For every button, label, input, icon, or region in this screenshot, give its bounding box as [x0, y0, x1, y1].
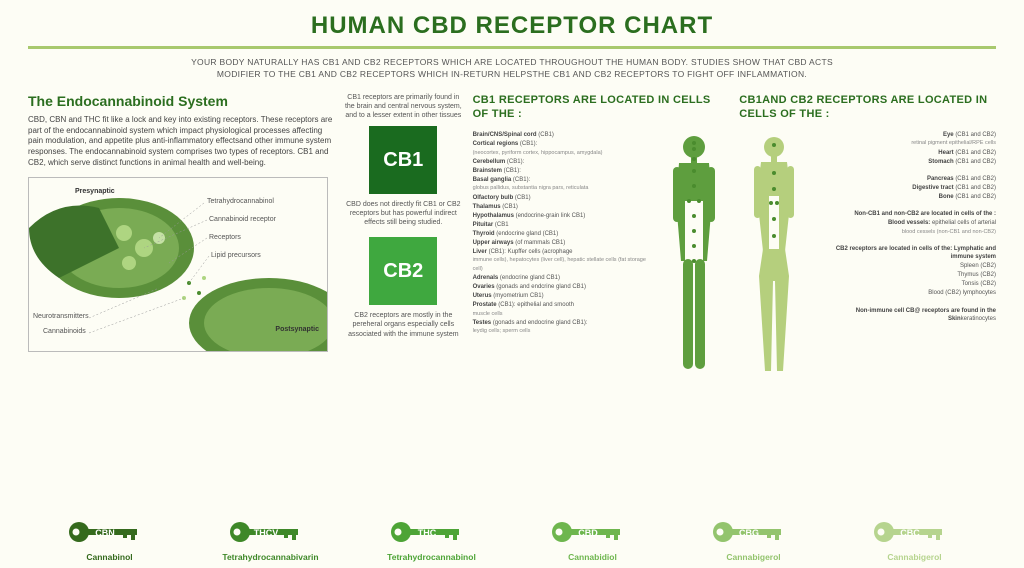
svg-text:THCV: THCV: [253, 528, 278, 538]
label-postsynaptic: Postsynaptic: [275, 326, 319, 333]
location-item: Tonsis (CB2): [813, 280, 996, 288]
key-item: THC Tetrahydrocannabinol: [354, 521, 509, 562]
cb1-box: CB1: [369, 126, 437, 194]
cb1-locations-column: CB1 RECEPTORS ARE LOCATED IN CELLS OF TH…: [473, 93, 730, 517]
label-lipid: Lipid precursors: [211, 252, 261, 259]
key-label: Cannabigerol: [837, 552, 992, 562]
location-item: Hypothalamus (endocrine-grain link CB1): [473, 212, 656, 220]
title-divider: [28, 46, 996, 49]
location-item: Uterus (myometrium CB1): [473, 292, 656, 300]
location-item: Stomach (CB1 and CB2): [813, 158, 996, 166]
key-icon: CBN: [65, 521, 155, 543]
endocannabinoid-column: The Endocannabinoid System CBD, CBN and …: [28, 93, 334, 517]
location-item: Blood (CB2) lymphocytes: [813, 289, 996, 297]
key-item: CBD Cannabidiol: [515, 521, 670, 562]
cb1-desc: CBD does not directly fit CB1 or CB2 rec…: [344, 200, 462, 227]
location-item: Ovaries (gonads and endcrine gland CB1): [473, 283, 656, 291]
key-label: Tetrahydrocannabinol: [354, 552, 509, 562]
cb1-cb2-locations-column: CB1AND CB2 RECEPTORS ARE LOCATED IN CELL…: [739, 93, 996, 517]
synapse-diagram: Presynaptic Postsynaptic Tetrahydrocanna…: [28, 177, 328, 352]
cb-boxes-column: CB1 receptors are primarily found in the…: [344, 93, 462, 517]
content-row: The Endocannabinoid System CBD, CBN and …: [28, 93, 996, 517]
cb2-desc: CB2 receptors are mostly in the perehera…: [344, 311, 462, 338]
main-title: HUMAN CBD RECEPTOR CHART: [28, 12, 996, 40]
col4-heading: CB1AND CB2 RECEPTORS ARE LOCATED IN CELL…: [739, 93, 996, 122]
key-icon: CBG: [709, 521, 799, 543]
location-item: Non-immune cell CB@ receptors are found …: [813, 307, 996, 323]
location-item: Upper airways (of mammals CB1): [473, 239, 656, 247]
female-body-silhouette: [739, 131, 809, 381]
location-item: Cortical regions (CB1):(neocortex, pyrif…: [473, 140, 656, 157]
location-item: Cerebellum (CB1):: [473, 158, 656, 166]
location-item: Testes (gonads and endocrine gland CB1):…: [473, 319, 656, 336]
male-body-silhouette: [659, 131, 729, 381]
location-item: Basal ganglia (CB1):globus pallidus, sub…: [473, 176, 656, 193]
subtitle: YOUR BODY NATURALLY HAS CB1 AND CB2 RECE…: [172, 57, 852, 81]
label-neurotransmitters: Neurotransmitters: [33, 313, 89, 320]
cb1-cb2-location-list: Eye (CB1 and CB2)retinal pigment epithel…: [813, 131, 996, 381]
key-item: CBN Cannabinol: [32, 521, 187, 562]
cb1-intro: CB1 receptors are primarily found in the…: [344, 93, 462, 120]
key-label: Cannabidiol: [515, 552, 670, 562]
key-item: CBC Cannabigerol: [837, 521, 992, 562]
location-item: Non-CB1 and non-CB2 are located in cells…: [813, 210, 996, 218]
location-item: Prostate (CB1): epithelial and smoothmus…: [473, 301, 656, 318]
cb1-location-list: Brain/CNS/Spinal cord (CB1)Cortical regi…: [473, 131, 656, 381]
svg-text:CBD: CBD: [578, 528, 598, 538]
location-item: Eye (CB1 and CB2)retinal pigment epithel…: [813, 131, 996, 148]
location-item: Brain/CNS/Spinal cord (CB1): [473, 131, 656, 139]
location-item: Brainstem (CB1):: [473, 167, 656, 175]
key-icon: THC: [387, 521, 477, 543]
key-icon: CBD: [548, 521, 638, 543]
key-label: Cannabigerol: [676, 552, 831, 562]
key-icon: CBC: [870, 521, 960, 543]
location-item: Thalamus (CB1): [473, 203, 656, 211]
location-item: Liver (CB1): Kupffer cells (acrophageimm…: [473, 248, 656, 273]
label-receptors: Receptors: [209, 234, 241, 241]
key-label: Cannabinol: [32, 552, 187, 562]
location-item: Pancreas (CB1 and CB2): [813, 175, 996, 183]
location-item: CB2 receptors are located in cells of th…: [813, 245, 996, 261]
col1-body: CBD, CBN and THC fit like a lock and key…: [28, 115, 334, 169]
location-item: Adrenals (endocrine gland CB1): [473, 274, 656, 282]
keys-row: CBNCannabinolTHCVTetrahydrocannabivarinT…: [28, 521, 996, 562]
location-item: Bone (CB1 and CB2): [813, 193, 996, 201]
infographic-container: HUMAN CBD RECEPTOR CHART YOUR BODY NATUR…: [0, 0, 1024, 568]
svg-text:CBN: CBN: [95, 528, 115, 538]
key-icon: THCV: [226, 521, 316, 543]
svg-text:CBG: CBG: [739, 528, 759, 538]
label-cannabinoids: Cannabinoids: [43, 328, 86, 335]
key-label: Tetrahydrocannabivarin: [193, 552, 348, 562]
key-item: CBG Cannabigerol: [676, 521, 831, 562]
cb2-box: CB2: [369, 237, 437, 305]
location-item: Thymus (CB2): [813, 271, 996, 279]
key-item: THCV Tetrahydrocannabivarin: [193, 521, 348, 562]
location-item: Spleen (CB2): [813, 262, 996, 270]
label-presynaptic: Presynaptic: [75, 188, 115, 195]
location-item: Heart (CB1 and CB2): [813, 149, 996, 157]
svg-text:CBC: CBC: [900, 528, 920, 538]
location-item: Blood vessels: epithelial cells of arter…: [813, 219, 996, 236]
location-item: Thyroid (endocrine gland (CB1): [473, 230, 656, 238]
col1-heading: The Endocannabinoid System: [28, 93, 334, 109]
location-item: Olfactory bulb (CB1): [473, 194, 656, 202]
label-cannabinoid-receptor: Cannabinoid receptor: [209, 216, 276, 223]
label-thc: Tetrahydrocannabinol: [207, 198, 274, 205]
location-item: Digestive tract (CB1 and CB2): [813, 184, 996, 192]
col3-heading: CB1 RECEPTORS ARE LOCATED IN CELLS OF TH…: [473, 93, 730, 122]
svg-text:THC: THC: [417, 528, 436, 538]
location-item: Pituitar (CB1: [473, 221, 656, 229]
